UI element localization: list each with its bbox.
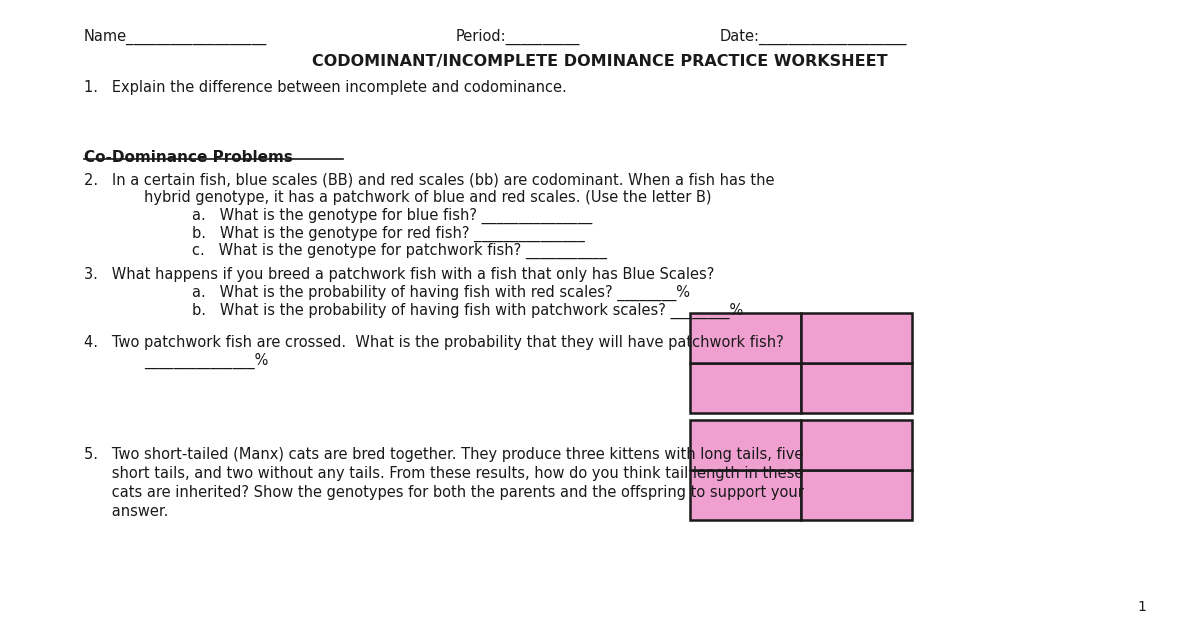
Bar bbox=[690, 313, 802, 363]
Text: 4.   Two patchwork fish are crossed.  What is the probability that they will hav: 4. Two patchwork fish are crossed. What … bbox=[84, 335, 784, 350]
Text: Co-Dominance Problems: Co-Dominance Problems bbox=[84, 150, 293, 165]
Text: hybrid genotype, it has a patchwork of blue and red scales. (Use the letter B): hybrid genotype, it has a patchwork of b… bbox=[144, 190, 712, 205]
Bar bbox=[690, 470, 802, 520]
Text: b.   What is the genotype for red fish? _______________: b. What is the genotype for red fish? __… bbox=[192, 226, 584, 242]
Text: 5.   Two short-tailed (Manx) cats are bred together. They produce three kittens : 5. Two short-tailed (Manx) cats are bred… bbox=[84, 447, 803, 462]
Bar bbox=[802, 363, 912, 413]
Text: Name___________________: Name___________________ bbox=[84, 28, 268, 45]
Text: Date:____________________: Date:____________________ bbox=[720, 28, 907, 45]
Text: Period:__________: Period:__________ bbox=[456, 28, 581, 45]
Text: answer.: answer. bbox=[84, 504, 168, 519]
Text: 1: 1 bbox=[1138, 600, 1146, 614]
Text: 1.   Explain the difference between incomplete and codominance.: 1. Explain the difference between incomp… bbox=[84, 80, 566, 95]
Bar bbox=[802, 470, 912, 520]
Bar bbox=[802, 313, 912, 363]
Text: a.   What is the probability of having fish with red scales? ________%: a. What is the probability of having fis… bbox=[192, 285, 690, 301]
Text: c.   What is the genotype for patchwork fish? ___________: c. What is the genotype for patchwork fi… bbox=[192, 243, 607, 260]
Text: 2.   In a certain fish, blue scales (BB) and red scales (bb) are codominant. Whe: 2. In a certain fish, blue scales (BB) a… bbox=[84, 173, 774, 188]
Text: short tails, and two without any tails. From these results, how do you think tai: short tails, and two without any tails. … bbox=[84, 466, 803, 481]
Bar bbox=[802, 420, 912, 470]
Text: cats are inherited? Show the genotypes for both the parents and the offspring to: cats are inherited? Show the genotypes f… bbox=[84, 485, 804, 500]
Text: _______________%: _______________% bbox=[144, 353, 269, 369]
Bar bbox=[690, 363, 802, 413]
Text: a.   What is the genotype for blue fish? _______________: a. What is the genotype for blue fish? _… bbox=[192, 208, 593, 224]
Text: b.   What is the probability of having fish with patchwork scales? ________%: b. What is the probability of having fis… bbox=[192, 302, 743, 319]
Text: 3.   What happens if you breed a patchwork fish with a fish that only has Blue S: 3. What happens if you breed a patchwork… bbox=[84, 267, 714, 282]
Bar bbox=[690, 420, 802, 470]
Text: CODOMINANT/INCOMPLETE DOMINANCE PRACTICE WORKSHEET: CODOMINANT/INCOMPLETE DOMINANCE PRACTICE… bbox=[312, 54, 888, 69]
